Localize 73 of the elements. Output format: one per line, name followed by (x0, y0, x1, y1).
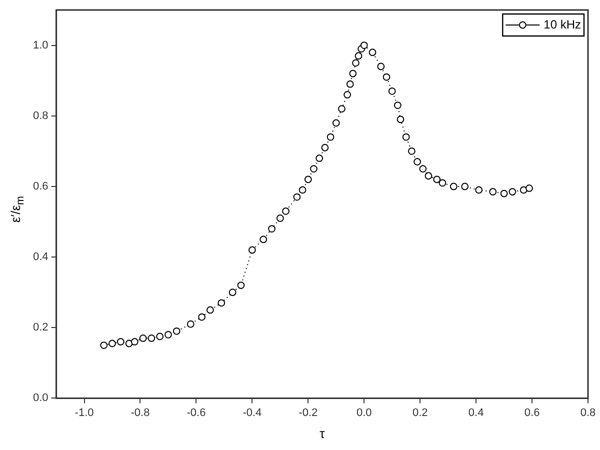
point (526, 184, 533, 192)
point (186, 320, 194, 328)
y-tick-label: 0.0 (32, 392, 48, 404)
point (489, 188, 497, 196)
point (352, 59, 360, 67)
point (438, 179, 446, 187)
point (394, 102, 402, 109)
point (268, 225, 276, 233)
point (116, 338, 124, 346)
point (508, 188, 516, 196)
point (424, 172, 432, 180)
point (260, 236, 268, 244)
point (148, 334, 156, 342)
point (450, 182, 458, 190)
point (461, 182, 469, 190)
point (100, 342, 108, 349)
point (316, 154, 324, 162)
point (349, 70, 357, 78)
x-tick-label: -1.0 (74, 406, 94, 419)
point (326, 133, 334, 141)
point (382, 73, 390, 81)
point (402, 133, 410, 141)
point (396, 116, 404, 124)
point (419, 165, 427, 173)
point (198, 313, 206, 321)
point (354, 52, 362, 60)
point (282, 207, 290, 215)
x-tick-label: -0.4 (242, 406, 262, 419)
point (206, 306, 214, 314)
point (332, 119, 340, 127)
point (108, 340, 116, 348)
point (139, 334, 147, 342)
point (344, 91, 352, 98)
point (164, 330, 172, 338)
x-tick-label: -0.6 (186, 406, 206, 419)
legend-label: 10 kHz (544, 17, 582, 32)
point (310, 165, 318, 173)
point (248, 246, 256, 254)
point (388, 87, 396, 95)
y-tick-label: 1.0 (32, 39, 48, 52)
point (346, 80, 354, 88)
x-tick-label: 0.6 (524, 406, 540, 419)
x-tick-label: -0.2 (298, 406, 318, 419)
y-tick-label: 0.6 (32, 180, 48, 192)
point (433, 176, 441, 184)
x-axis-title: τ (320, 426, 326, 441)
point (338, 105, 346, 113)
point (172, 327, 180, 335)
point (298, 186, 306, 194)
point (360, 42, 368, 49)
point (321, 144, 329, 152)
point (408, 147, 416, 155)
point (368, 48, 376, 56)
y-tick-label: 0.8 (32, 110, 48, 122)
x-tick-label: 0.4 (468, 406, 484, 419)
point (475, 186, 483, 194)
x-tick-label: 0.0 (356, 406, 372, 419)
x-tick-label: 0.8 (580, 406, 596, 419)
point (414, 158, 421, 166)
point (237, 282, 245, 289)
point (130, 338, 138, 346)
point (377, 62, 385, 70)
point (276, 214, 284, 222)
point (218, 299, 226, 307)
point (156, 332, 164, 340)
point (304, 176, 312, 184)
point (228, 288, 236, 296)
y-tick-label: 0.2 (32, 322, 48, 334)
point (293, 193, 301, 201)
point (500, 190, 508, 198)
y-tick-label: 0.4 (32, 251, 48, 264)
x-tick-label: 0.2 (412, 406, 428, 419)
x-tick-label: -0.8 (130, 406, 150, 419)
